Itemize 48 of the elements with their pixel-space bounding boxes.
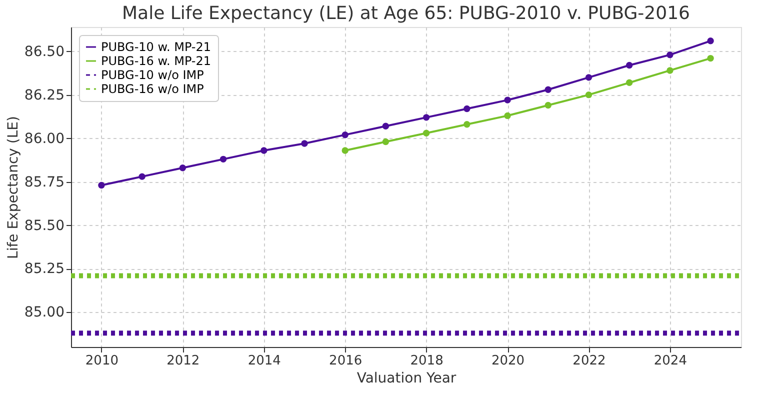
legend-label: PUBG-10 w. MP-21 [101,40,212,54]
point [626,79,633,86]
point [585,74,592,81]
point [707,54,714,62]
point [464,121,470,128]
point [422,130,430,136]
point [260,147,268,154]
point [301,140,308,147]
point [544,102,552,109]
point [504,112,511,120]
chart-title: Male Life Expectancy (LE) at Age 65: PUBG-2010 v. PUBG-2016 [122,3,690,24]
x-tick-label: 2010 [85,354,118,368]
point [707,38,714,44]
point [585,91,592,98]
x-tick-label: 2018 [410,354,444,368]
y-tick-label: 85.25 [24,261,64,278]
y-tick-label: 85.00 [24,304,64,321]
y-tick-label: 85.75 [24,174,64,190]
point [464,105,470,112]
y-tick-label: 86.25 [24,87,64,104]
x-axis-title: Valuation Year [356,370,456,386]
y-axis-title: Life Expectancy (LE) [5,116,22,259]
point [382,138,390,146]
point [98,182,105,189]
y-tick-label: 86.50 [24,44,64,60]
x-tick-label: 2016 [329,354,362,368]
point [626,62,633,69]
y-tick-label: 86.00 [24,130,64,147]
point [342,147,348,154]
point [666,51,674,58]
x-tick-label: 2014 [248,354,281,368]
point [342,131,348,138]
y-tick-label: 85.50 [24,218,64,234]
point [382,122,390,130]
point [666,67,674,74]
point [179,164,186,172]
legend-label: PUBG-10 w/o IMP [101,68,204,82]
x-tick-label: 2024 [654,354,687,368]
point [422,114,430,121]
point [504,96,511,104]
legend-label: PUBG-16 w/o IMP [101,82,204,96]
x-tick-label: 2022 [572,354,606,368]
point [544,86,552,93]
legend-label: PUBG-16 w. MP-21 [101,54,212,68]
point [138,173,146,180]
x-tick-label: 2012 [166,354,200,368]
x-tick-label: 2020 [491,354,525,368]
point [220,156,227,163]
